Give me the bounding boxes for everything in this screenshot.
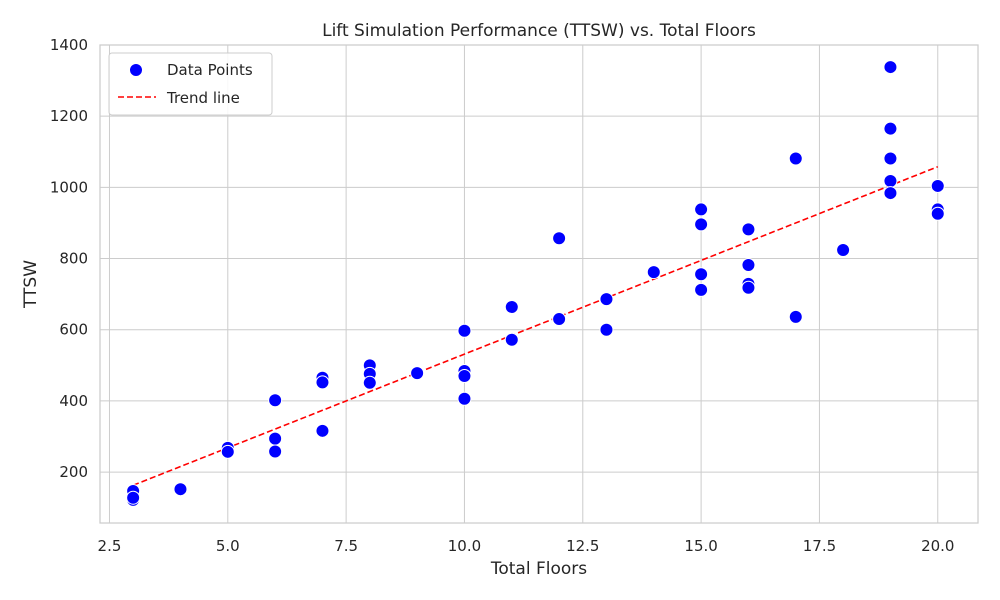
data-point [930,206,945,221]
data-point [599,292,614,307]
data-point [410,366,425,381]
plot-area [100,45,978,523]
data-point [741,257,756,272]
data-point [552,312,567,327]
y-tick-label: 1000 [50,178,88,196]
data-point [694,282,709,297]
x-tick-label: 17.5 [803,537,836,555]
data-point [646,265,661,280]
data-point [599,322,614,337]
data-point [883,173,898,188]
data-point [268,393,283,408]
data-point [362,375,377,390]
data-point [883,151,898,166]
data-point [457,369,472,384]
data-point [504,299,519,314]
x-tick-label: 12.5 [566,537,599,555]
data-point [220,444,235,459]
data-point [457,391,472,406]
y-tick-label: 800 [59,250,88,268]
x-tick-labels: 2.5 5.0 7.5 10.0 12.5 15.0 17.5 20.0 [98,537,955,555]
y-tick-labels: 200 400 600 800 1000 1200 1400 [50,36,88,481]
x-tick-label: 2.5 [98,537,122,555]
x-tick-label: 15.0 [684,537,717,555]
trend-line [132,165,939,487]
y-tick-label: 400 [59,392,88,410]
data-point [930,178,945,193]
data-points-layer [126,60,945,507]
x-tick-label: 10.0 [448,537,481,555]
y-tick-label: 200 [59,463,88,481]
legend: Data Points Trend line [108,52,273,116]
legend-label-trend-line: Trend line [166,89,240,107]
x-tick-label: 20.0 [921,537,954,555]
data-point [457,323,472,338]
x-axis-title: Total Floors [490,559,587,579]
data-point [741,222,756,237]
data-point [836,243,851,258]
legend-label-data-points: Data Points [167,61,253,79]
y-tick-label: 600 [59,321,88,339]
data-point [694,202,709,217]
data-point [883,186,898,201]
legend-box [108,52,273,116]
data-point [788,151,803,166]
y-tick-label: 1200 [50,107,88,125]
legend-marker-data-points [129,63,143,77]
data-point [315,423,330,438]
data-point [694,217,709,232]
data-point [694,267,709,282]
data-point [552,231,567,246]
data-point [788,309,803,324]
y-axis-title: TTSW [21,260,41,309]
data-point [741,280,756,295]
chart-title: Lift Simulation Performance (TTSW) vs. T… [322,21,756,41]
data-point [268,444,283,459]
data-point [173,482,188,497]
trend-line-layer [132,165,939,487]
x-tick-label: 7.5 [334,537,358,555]
data-point [268,431,283,446]
data-point [315,375,330,390]
data-point [126,490,141,505]
x-tick-label: 5.0 [216,537,240,555]
plot-frame [99,44,979,524]
data-point [883,121,898,136]
data-point [883,60,898,75]
data-point [504,332,519,347]
y-tick-label: 1400 [50,36,88,54]
